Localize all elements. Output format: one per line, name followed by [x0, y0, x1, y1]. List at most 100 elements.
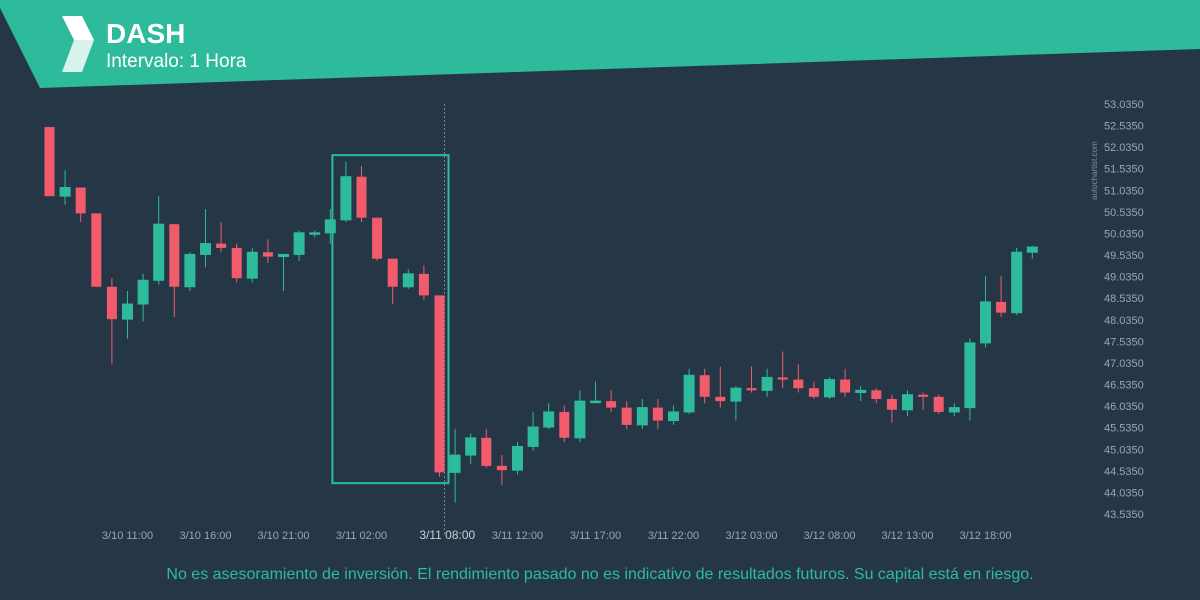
- candle-body: [730, 387, 742, 402]
- candle: [402, 269, 414, 289]
- x-axis: 3/10 11:00 3/10 16:00 3/10 21:00 3/11 02:00…: [102, 528, 1012, 542]
- candle: [512, 442, 523, 475]
- candle: [59, 170, 71, 205]
- candle-body: [933, 396, 944, 412]
- y-tick-label: 49.0350: [1104, 272, 1144, 284]
- candle: [840, 368, 851, 397]
- candle: [855, 386, 867, 402]
- candle-body: [153, 223, 165, 281]
- y-tick-label: 46.0350: [1104, 401, 1144, 413]
- candle: [918, 392, 929, 410]
- candle-body: [527, 426, 539, 447]
- candle: [356, 165, 367, 223]
- candle: [465, 433, 477, 464]
- candle: [808, 381, 819, 399]
- candle-body: [465, 437, 477, 456]
- y-axis: 53.0350 52.5350 52.0350 51.5350 51.0350 50.53…: [1104, 99, 1144, 521]
- candle-body: [184, 253, 196, 288]
- candle: [200, 209, 211, 268]
- x-tick-label: 3/10 21:00: [258, 530, 310, 542]
- candle: [496, 455, 507, 486]
- candle: [481, 429, 492, 469]
- candle-body: [715, 396, 726, 402]
- y-tick-label: 51.0350: [1104, 185, 1144, 197]
- candle: [216, 222, 227, 253]
- candle: [449, 429, 461, 503]
- interval-subtitle: Intervalo: 1 Hora: [106, 51, 247, 72]
- candle-body: [808, 388, 819, 397]
- candle: [278, 253, 289, 292]
- y-tick-label: 43.5350: [1104, 509, 1144, 521]
- candle: [980, 275, 991, 348]
- y-tick-label: 45.5350: [1104, 423, 1144, 435]
- y-tick-label: 47.5350: [1104, 336, 1144, 348]
- candle-body: [356, 176, 367, 218]
- candle-body: [449, 454, 461, 473]
- candle-body: [855, 389, 867, 394]
- candle-body: [434, 295, 445, 473]
- candle: [387, 258, 398, 305]
- y-tick-label: 45.0350: [1104, 444, 1144, 456]
- candle-body: [262, 252, 273, 257]
- candle: [777, 351, 788, 389]
- candle: [137, 273, 149, 322]
- candle: [636, 398, 648, 430]
- candle-body: [746, 388, 757, 391]
- y-tick-label: 46.5350: [1104, 380, 1144, 392]
- candle-body: [590, 400, 601, 404]
- candle: [793, 364, 804, 393]
- candle-body: [387, 258, 398, 287]
- candle-body: [216, 243, 227, 248]
- candle: [91, 213, 102, 287]
- candle: [652, 398, 663, 430]
- candle-body: [91, 213, 102, 287]
- candle-body: [293, 232, 305, 255]
- candle: [309, 230, 321, 238]
- candle: [293, 230, 305, 261]
- y-tick-label: 51.5350: [1104, 164, 1144, 176]
- candle-body: [1011, 251, 1023, 314]
- candle-body: [761, 376, 773, 391]
- candle-body: [840, 379, 851, 393]
- candle: [246, 247, 258, 283]
- candle: [372, 217, 383, 261]
- y-tick-label: 50.5350: [1104, 207, 1144, 219]
- candle-body: [793, 379, 804, 389]
- candle: [543, 403, 555, 430]
- candle-body: [668, 411, 679, 422]
- candle-body: [122, 303, 133, 320]
- candle-body: [75, 187, 86, 214]
- candle-body: [106, 286, 117, 320]
- candle: [324, 209, 336, 244]
- watermark: autochartist.com: [1090, 141, 1099, 200]
- candle: [964, 338, 976, 421]
- x-tick-label: 3/12 08:00: [804, 530, 856, 542]
- candle-body: [44, 127, 55, 197]
- candle: [1011, 247, 1023, 315]
- candle: [559, 405, 570, 443]
- disclaimer: No es asesoramiento de inversión. El ren…: [166, 566, 1034, 583]
- y-tick-label: 52.5350: [1104, 121, 1144, 133]
- candle-body: [481, 437, 492, 466]
- x-tick-label: 3/10 16:00: [180, 530, 232, 542]
- candle: [933, 394, 944, 415]
- y-tick-label: 44.5350: [1104, 466, 1144, 478]
- candle: [621, 401, 632, 430]
- candle: [231, 243, 242, 283]
- x-tick-label: 3/11 12:00: [492, 530, 543, 542]
- candle: [746, 366, 757, 393]
- candle-body: [824, 379, 835, 398]
- candle-body: [246, 251, 258, 279]
- candle: [153, 196, 165, 285]
- candle: [730, 386, 742, 421]
- y-tick-label: 53.0350: [1104, 99, 1144, 111]
- candle-body: [699, 375, 710, 397]
- candle-body: [559, 411, 570, 438]
- candle-body: [137, 279, 149, 305]
- candle-layer: [44, 127, 1038, 503]
- candle: [996, 275, 1007, 317]
- candle: [683, 368, 695, 415]
- candle: [761, 368, 773, 397]
- candle-body: [606, 401, 617, 408]
